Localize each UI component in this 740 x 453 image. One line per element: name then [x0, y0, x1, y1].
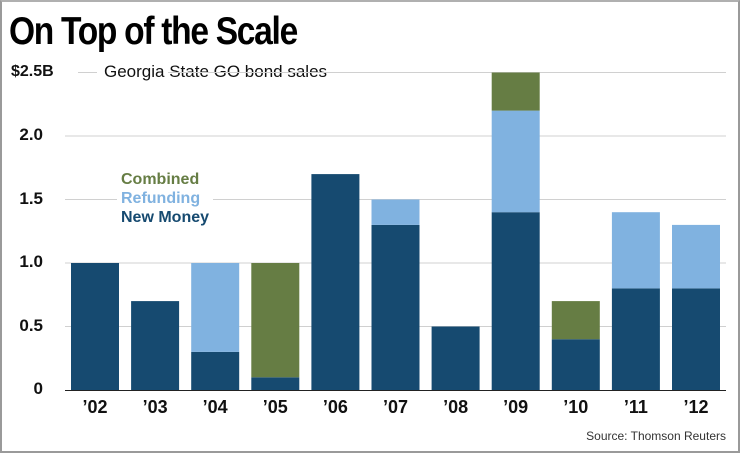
source-note: Source: Thomson Reuters — [586, 429, 726, 443]
x-tick-label: ’12 — [683, 397, 709, 417]
bar-new-money — [672, 288, 720, 390]
bar-new-money — [551, 339, 600, 390]
y-top-label: $2.5B — [11, 63, 54, 80]
bar-refunding — [672, 224, 720, 289]
legend-item-new-money: New Money — [121, 209, 210, 226]
x-tick-label: ’10 — [563, 397, 589, 417]
bar-new-money — [311, 174, 360, 390]
y-tick-label: 1.5 — [19, 188, 43, 208]
y-tick-label: 2.0 — [19, 125, 43, 144]
bar-combined — [251, 263, 300, 378]
bar-refunding — [491, 110, 540, 213]
y-tick-label: 1.0 — [19, 252, 43, 271]
x-tick-label: ’07 — [382, 397, 409, 417]
y-tick-label: 0 — [33, 379, 43, 398]
bar-new-money — [131, 301, 180, 390]
x-tick-label: ’11 — [623, 397, 648, 417]
bar-new-money — [371, 224, 420, 390]
bar-refunding — [371, 199, 420, 225]
x-tick-label: ’08 — [443, 397, 469, 417]
chart-subtitle: Georgia State GO bond sales — [104, 62, 328, 81]
bar-new-money — [611, 288, 660, 390]
x-tick-label: ’02 — [82, 397, 108, 417]
legend-item-combined: Combined — [121, 171, 200, 188]
bar-new-money — [491, 212, 540, 390]
x-tick-label: ’06 — [322, 397, 348, 417]
x-tick-label: ’09 — [503, 397, 529, 417]
bar-new-money — [71, 263, 119, 390]
bar-combined — [551, 301, 600, 340]
bar-refunding — [191, 263, 240, 352]
chart-title: On Top of the Scale — [9, 10, 298, 53]
x-tick-label: ’03 — [142, 397, 168, 417]
bar-new-money — [191, 351, 240, 390]
x-tick-label: ’05 — [262, 397, 288, 417]
bar-refunding — [611, 212, 660, 289]
bar-new-money — [431, 326, 480, 390]
legend-item-refunding: Refunding — [121, 190, 201, 207]
bar-combined — [491, 72, 540, 111]
legend: Combined Refunding New Money — [117, 170, 214, 227]
bar-new-money — [251, 377, 300, 390]
y-tick-label: 0.5 — [19, 315, 43, 335]
x-tick-label: ’04 — [202, 397, 228, 417]
